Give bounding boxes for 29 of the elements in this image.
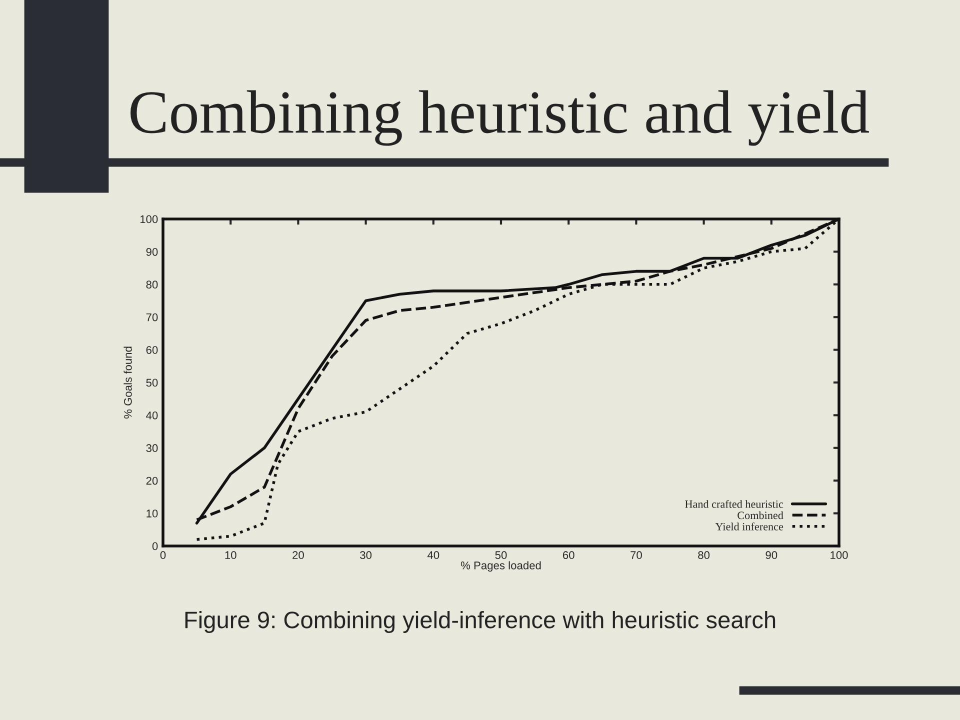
x-tick-label: 100 (830, 551, 848, 560)
y-tick-label: 40 (146, 411, 158, 420)
x-tick-label: 30 (360, 551, 372, 560)
y-tick-label: 20 (146, 476, 158, 485)
x-tick-label: 10 (225, 551, 236, 560)
x-tick-label: 50 (495, 551, 507, 560)
x-axis-title: % Pages loaded (460, 561, 541, 572)
chart-title: Combining heuristic and yield (130, 90, 869, 146)
x-tick-label: 40 (427, 551, 440, 560)
y-tick-label: 60 (146, 346, 158, 354)
x-tick-label: 60 (562, 551, 574, 560)
y-axis-title: % Goals found (124, 346, 132, 419)
legend-label: Combined (738, 511, 784, 520)
legend-label: Hand crafted heuristic (685, 500, 784, 508)
x-tick-label: 20 (292, 551, 304, 560)
x-tick-label: 90 (766, 551, 778, 560)
y-tick-label: 90 (146, 248, 158, 256)
x-tick-label: 0 (160, 551, 166, 560)
legend-label: Yield inference (715, 522, 784, 530)
x-tick-label: 80 (698, 551, 710, 560)
y-tick-label: 100 (140, 215, 158, 224)
y-tick-label: 50 (146, 378, 158, 387)
y-tick-label: 80 (146, 280, 158, 289)
y-tick-label: 10 (146, 510, 158, 518)
y-tick-label: 0 (152, 542, 158, 550)
x-tick-label: 70 (630, 551, 642, 560)
caption: Figure 9: Combining yield-inference with heuristic search (185, 610, 776, 634)
y-tick-label: 30 (146, 444, 158, 452)
y-tick-label: 70 (146, 313, 158, 322)
